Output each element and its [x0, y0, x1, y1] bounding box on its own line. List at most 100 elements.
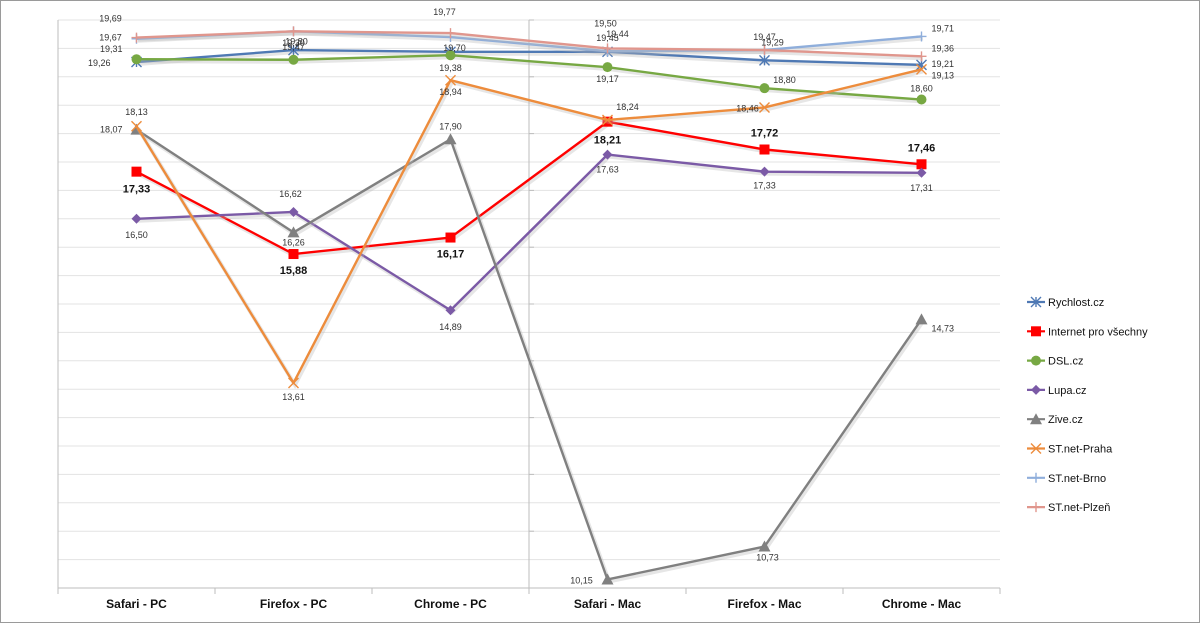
series-line [136, 54, 922, 101]
series-line-shadow [136, 129, 925, 584]
legend-item: ST.net-Plzeň [1027, 502, 1110, 514]
legend-item: Internet pro všechny [1027, 326, 1148, 338]
axes [57, 19, 1001, 594]
data-point-square [1031, 326, 1041, 337]
data-label: 15,88 [280, 265, 308, 277]
data-point-plus [602, 43, 613, 54]
series-zive-cz [130, 123, 928, 585]
data-label: 19,44 [606, 29, 629, 39]
data-label: 18,13 [125, 107, 148, 117]
category-label: Firefox - PC [260, 597, 328, 611]
series-line-shadow [136, 69, 924, 390]
legend-label: Internet pro všechny [1048, 326, 1148, 338]
series-line [135, 120, 922, 256]
series-line-shadow [137, 50, 924, 69]
data-label: 19,71 [932, 23, 955, 33]
data-point-circle [445, 50, 456, 61]
legend-item: Rychlost.cz [1027, 296, 1104, 309]
data-point-diamond [759, 166, 770, 177]
data-point-plus [1031, 472, 1041, 483]
data-point-diamond [131, 213, 142, 224]
data-label: 19,17 [596, 74, 619, 84]
data-point-plus [759, 45, 770, 56]
category-label: Safari - PC [106, 597, 167, 611]
data-point-plus [1031, 502, 1041, 513]
legend-item: Zive.cz [1027, 413, 1083, 426]
data-label: 14,89 [439, 322, 462, 332]
legend-label: ST.net-Plzeň [1048, 502, 1110, 514]
data-label: 13,61 [282, 392, 305, 402]
data-point-triangle [915, 313, 928, 325]
data-label: 19,77 [433, 7, 456, 17]
series-st-net-praha [131, 63, 927, 390]
category-label: Chrome - PC [414, 597, 487, 611]
data-label: 16,26 [282, 237, 305, 247]
data-point-square [445, 232, 456, 243]
data-label: 19,21 [932, 59, 955, 69]
data-point-circle [602, 62, 613, 73]
data-label: 17,33 [123, 184, 151, 196]
data-point-x [131, 120, 142, 132]
data-label: 18,46 [736, 103, 759, 113]
data-point-circle [131, 54, 142, 65]
data-point-diamond [288, 206, 299, 217]
data-point-square [602, 116, 613, 127]
data-label: 16,62 [279, 189, 302, 199]
data-point-star [288, 44, 299, 56]
data-label: 19,38 [439, 63, 462, 73]
data-label: 17,72 [751, 128, 779, 140]
series-line-shadow [137, 31, 924, 61]
series-line-shadow [137, 55, 924, 104]
data-point-star [1030, 296, 1042, 308]
category-label: Firefox - Mac [727, 597, 801, 611]
series-line [135, 68, 922, 385]
data-label: 19,47 [753, 32, 776, 42]
data-label: 18,60 [910, 84, 933, 94]
data-point-circle [916, 94, 927, 105]
data-point-square [288, 249, 299, 260]
category-label: Chrome - Mac [882, 597, 962, 611]
data-point-triangle [287, 226, 300, 238]
legend-label: DSL.cz [1048, 356, 1083, 368]
data-label: 19,31 [100, 44, 123, 54]
data-label: 18,21 [594, 135, 622, 147]
data-label: 17,63 [596, 165, 619, 175]
data-point-x [445, 74, 456, 86]
data-label: 18,07 [100, 125, 123, 135]
data-label: 17,46 [908, 142, 936, 154]
series-line [136, 30, 922, 58]
data-point-triangle [601, 573, 614, 585]
data-point-x [1030, 443, 1042, 454]
series-group [130, 26, 928, 585]
data-point-square [759, 144, 770, 155]
legend-label: Rychlost.cz [1048, 297, 1104, 309]
data-label: 17,31 [910, 183, 933, 193]
series-line [136, 48, 922, 67]
legend-item: Lupa.cz [1027, 384, 1087, 397]
data-point-plus [288, 26, 299, 37]
data-label: 17,90 [439, 121, 462, 131]
series-dsl-cz [131, 50, 927, 105]
data-point-diamond [445, 305, 456, 316]
data-point-plus [445, 28, 456, 39]
data-label: 14,73 [932, 323, 955, 333]
series-line [136, 153, 922, 312]
data-label: 19,30 [282, 38, 305, 48]
legend-item: ST.net-Brno [1027, 473, 1106, 485]
legend-label: Zive.cz [1048, 414, 1083, 426]
legend-label: ST.net-Brno [1048, 473, 1106, 485]
data-label: 19,69 [99, 14, 122, 24]
data-point-x [602, 114, 613, 126]
data-point-x [916, 63, 927, 75]
series-internet-pro-v-echny [131, 116, 927, 260]
series-line [135, 128, 923, 581]
data-point-plus [916, 51, 927, 62]
data-point-x [759, 101, 770, 113]
data-point-diamond [602, 149, 613, 160]
data-label: 19,26 [88, 58, 111, 68]
data-point-circle [288, 54, 299, 65]
legend-label: ST.net-Praha [1048, 444, 1113, 456]
legend-label: Lupa.cz [1048, 385, 1087, 397]
data-point-diamond [916, 167, 927, 178]
